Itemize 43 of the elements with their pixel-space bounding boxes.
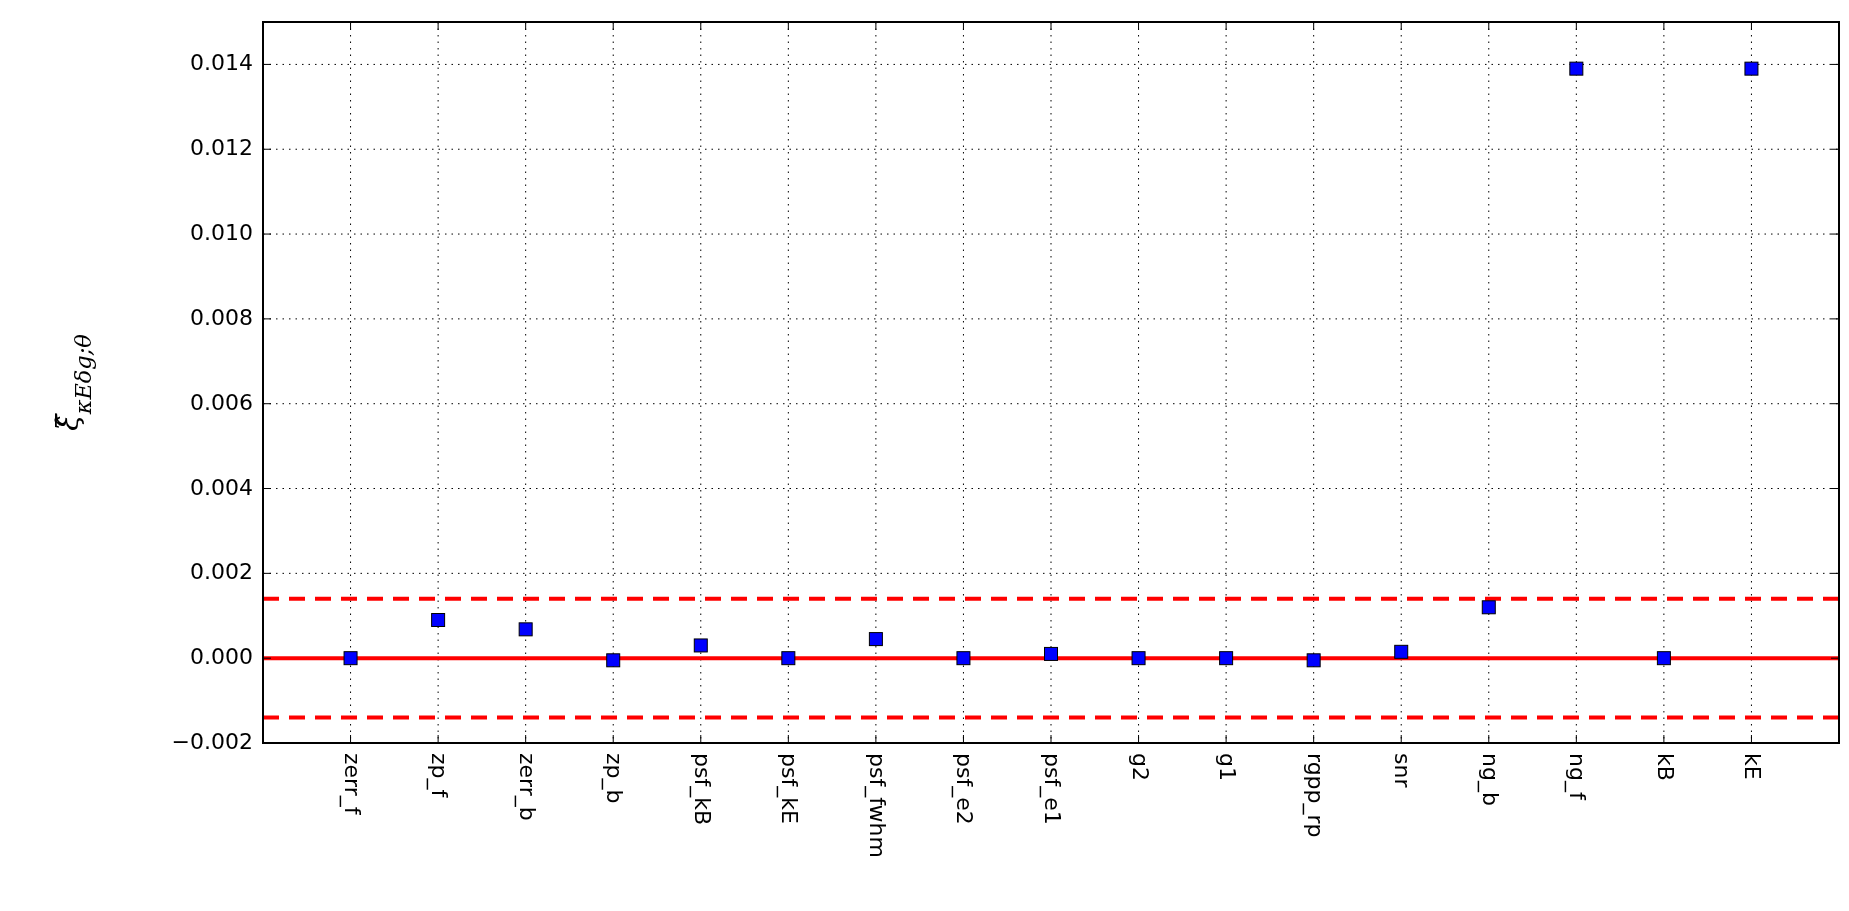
point (1656, 651, 1671, 666)
y-tick-label: −0.002 (171, 729, 253, 754)
point (956, 651, 971, 666)
x-tick-label: kB (1652, 753, 1678, 781)
point (781, 651, 796, 666)
x-tick-label: g1 (1215, 753, 1241, 781)
y-tick-label: 0.008 (190, 304, 253, 330)
x-tick-label: psf_fwhm (863, 753, 890, 858)
y-tick-label: 0.012 (190, 135, 253, 161)
x-tick-label: zerr_f (338, 753, 365, 816)
point (1219, 651, 1234, 666)
point (1306, 653, 1321, 668)
x-tick-label: snr (1390, 753, 1416, 789)
y-tick-label: 0.002 (190, 559, 253, 585)
x-tick-label: zp_f (426, 753, 453, 799)
y-tick-label: 0.000 (190, 644, 253, 670)
y-tick-label: 0.014 (190, 50, 253, 76)
x-tick-label: psf_e1 (1039, 753, 1065, 825)
point (518, 622, 533, 637)
x-tick-label: ng_b (1476, 753, 1503, 806)
x-tick-label: zp_b (601, 753, 628, 804)
point (1131, 651, 1146, 666)
point (693, 638, 708, 653)
point (1569, 61, 1584, 76)
y-tick-label: 0.010 (190, 220, 253, 246)
point (1744, 61, 1759, 76)
point (1394, 644, 1409, 659)
point (1481, 600, 1496, 615)
x-tick-label: rgpp_rp (1301, 753, 1328, 838)
point (431, 613, 446, 628)
point (1044, 646, 1058, 661)
y-tick-label: 0.006 (190, 389, 253, 415)
x-tick-label: zerr_b (513, 753, 540, 821)
y-tick-label: 0.004 (190, 474, 253, 500)
point (343, 651, 358, 666)
x-tick-label: kE (1740, 753, 1766, 780)
point (606, 653, 621, 668)
x-tick-label: g2 (1127, 753, 1153, 781)
point (868, 632, 883, 647)
x-tick-label: psf_e2 (951, 753, 978, 825)
x-tick-label: psf_kE (776, 753, 803, 824)
x-tick-label: ng_f (1564, 753, 1591, 801)
x-tick-label: psf_kB (688, 753, 715, 826)
